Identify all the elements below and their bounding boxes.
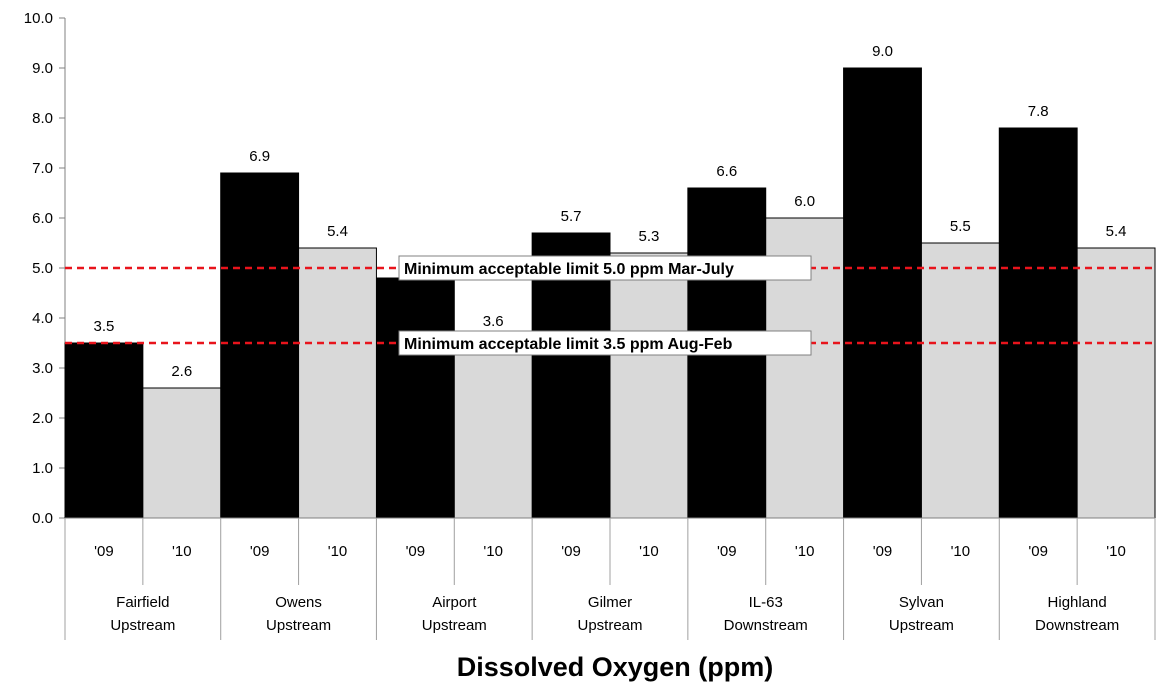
bar-10 [609, 252, 689, 519]
bar-10 [1076, 247, 1156, 519]
y-tick-label: 4.0 [32, 310, 53, 327]
x-group-label-line2: Downstream [724, 617, 808, 634]
bar-10 [142, 387, 222, 519]
reference-label: Minimum acceptable limit 5.0 ppm Mar-Jul… [404, 261, 734, 278]
x-series-label: '09 [873, 543, 893, 560]
data-label: 9.0 [872, 43, 893, 60]
x-group-label-line2: Upstream [110, 617, 175, 634]
x-group-label-line1: Sylvan [899, 594, 944, 611]
reference-label: Minimum acceptable limit 3.5 ppm Aug-Feb [404, 336, 733, 353]
x-series-label: '09 [94, 543, 114, 560]
x-group-label-line1: IL-63 [749, 594, 783, 611]
y-tick-label: 3.0 [32, 360, 53, 377]
data-label: 5.5 [950, 218, 971, 235]
y-tick-label: 5.0 [32, 260, 53, 277]
data-label: 3.6 [483, 313, 504, 330]
reference-label-box [398, 330, 812, 356]
x-group-label-line2: Upstream [422, 617, 487, 634]
bar-09 [375, 277, 455, 519]
x-series-label: '09 [1028, 543, 1048, 560]
x-series-label: '09 [717, 543, 737, 560]
bar-09 [64, 342, 144, 519]
x-group-label-line1: Airport [432, 594, 477, 611]
bars [64, 67, 1156, 519]
bar-09 [843, 67, 922, 519]
bar-10 [920, 242, 1000, 519]
x-group-label-line2: Upstream [577, 617, 642, 634]
x-group-label-line1: Gilmer [588, 594, 632, 611]
bar-10 [453, 337, 533, 519]
x-series-label: '10 [1106, 543, 1126, 560]
bar-09 [220, 172, 300, 519]
x-series-label: '10 [639, 543, 659, 560]
y-tick-label: 7.0 [32, 160, 53, 177]
bar-09 [998, 127, 1078, 519]
data-label: 6.6 [716, 163, 737, 180]
bar-10 [298, 247, 377, 519]
data-label: 6.0 [794, 193, 815, 210]
data-label: 5.4 [327, 223, 348, 240]
x-axis: '09 '10 '09 '10 '09 '10 '09 '10 '09 '10 '09 '10 '09 '… [64, 517, 1156, 640]
y-tick-label: 6.0 [32, 210, 53, 227]
reference-lines: Minimum acceptable limit 5.0 ppm Mar-Jul… [65, 255, 1155, 356]
y-tick-label: 1.0 [32, 460, 53, 477]
chart-title: Dissolved Oxygen (ppm) [457, 652, 774, 682]
x-group-label-line2: Downstream [1035, 617, 1119, 634]
data-label: 5.3 [638, 228, 659, 245]
x-group-label-line1: Fairfield [116, 594, 169, 611]
x-group-label-line2: Upstream [889, 617, 954, 634]
data-label: 2.6 [171, 363, 192, 380]
y-tick-label: 8.0 [32, 110, 53, 127]
x-group-label-line1: Highland [1048, 594, 1107, 611]
x-series-label: '10 [951, 543, 971, 560]
x-series-label: '09 [406, 543, 426, 560]
x-series-label: '10 [328, 543, 348, 560]
reference-label-box [398, 255, 812, 281]
y-axis: 0.0 1.0 2.0 3.0 4.0 5.0 6.0 7.0 8.0 9.0 10.0 [24, 10, 66, 527]
y-tick-label: 10.0 [24, 10, 53, 27]
data-label: 3.5 [93, 318, 114, 335]
x-group-label-line2: Upstream [266, 617, 331, 634]
y-tick-label: 9.0 [32, 60, 53, 77]
x-series-label: '10 [795, 543, 815, 560]
data-label: 5.7 [561, 208, 582, 225]
y-tick-label: 2.0 [32, 410, 53, 427]
data-label: 7.8 [1028, 103, 1049, 120]
data-label: 6.9 [249, 148, 270, 165]
x-series-label: '10 [172, 543, 192, 560]
x-series-label: '10 [483, 543, 503, 560]
y-tick-label: 0.0 [32, 510, 53, 527]
data-label: 5.4 [1106, 223, 1127, 240]
x-series-label: '09 [561, 543, 581, 560]
x-series-label: '09 [250, 543, 270, 560]
x-group-label-line1: Owens [275, 594, 322, 611]
